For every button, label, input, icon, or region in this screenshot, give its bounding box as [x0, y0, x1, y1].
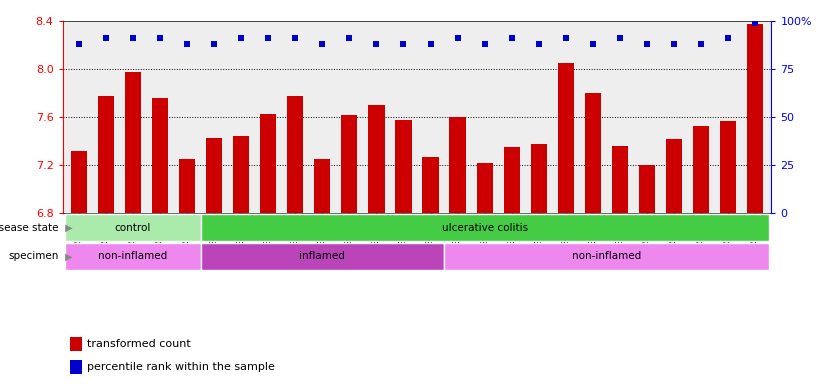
- Bar: [639, 165, 655, 213]
- Point: [532, 41, 545, 47]
- Point: [424, 41, 437, 47]
- Text: disease state: disease state: [0, 222, 58, 233]
- Point: [262, 35, 275, 41]
- Point: [208, 41, 221, 47]
- Bar: [98, 96, 114, 213]
- Bar: [720, 121, 736, 213]
- Point: [153, 35, 167, 41]
- Bar: [558, 63, 574, 213]
- Bar: [395, 119, 412, 213]
- Bar: [65, 214, 200, 241]
- Bar: [476, 163, 493, 213]
- Point: [749, 20, 762, 26]
- Point: [369, 41, 383, 47]
- Text: specimen: specimen: [8, 251, 58, 262]
- Bar: [666, 139, 682, 213]
- Point: [99, 35, 113, 41]
- Bar: [125, 71, 141, 213]
- Bar: [693, 126, 709, 213]
- Bar: [206, 137, 222, 213]
- Point: [451, 35, 465, 41]
- Text: ulcerative colitis: ulcerative colitis: [441, 222, 528, 233]
- Point: [234, 35, 248, 41]
- Text: control: control: [115, 222, 151, 233]
- Bar: [585, 93, 601, 213]
- Text: non-inflamed: non-inflamed: [572, 251, 641, 262]
- Bar: [179, 159, 195, 213]
- Bar: [200, 214, 769, 241]
- Bar: [65, 243, 200, 270]
- Point: [559, 35, 572, 41]
- Point: [641, 41, 654, 47]
- Point: [586, 41, 600, 47]
- Bar: [530, 144, 547, 213]
- Point: [343, 35, 356, 41]
- Bar: [260, 114, 276, 213]
- Bar: [71, 151, 87, 213]
- Text: transformed count: transformed count: [88, 339, 191, 349]
- Point: [315, 41, 329, 47]
- Text: inflamed: inflamed: [299, 251, 345, 262]
- Bar: [341, 115, 358, 213]
- Point: [505, 35, 519, 41]
- Point: [180, 41, 193, 47]
- Bar: [233, 136, 249, 213]
- Bar: [369, 105, 384, 213]
- Text: percentile rank within the sample: percentile rank within the sample: [88, 362, 275, 372]
- Point: [721, 35, 735, 41]
- Point: [126, 35, 139, 41]
- Text: ▶: ▶: [62, 222, 73, 233]
- Bar: [504, 147, 520, 213]
- Bar: [444, 243, 769, 270]
- Bar: [612, 146, 628, 213]
- Bar: [287, 96, 304, 213]
- Point: [695, 41, 708, 47]
- Point: [72, 41, 85, 47]
- Bar: [152, 98, 168, 213]
- Text: non-inflamed: non-inflamed: [98, 251, 168, 262]
- Bar: [69, 360, 83, 374]
- Point: [397, 41, 410, 47]
- Text: ▶: ▶: [62, 251, 73, 262]
- Point: [667, 41, 681, 47]
- Point: [478, 41, 491, 47]
- Point: [289, 35, 302, 41]
- Bar: [69, 337, 83, 351]
- Bar: [314, 159, 330, 213]
- Bar: [422, 157, 439, 213]
- Bar: [200, 243, 444, 270]
- Point: [613, 35, 626, 41]
- Bar: [450, 117, 465, 213]
- Bar: [747, 23, 763, 213]
